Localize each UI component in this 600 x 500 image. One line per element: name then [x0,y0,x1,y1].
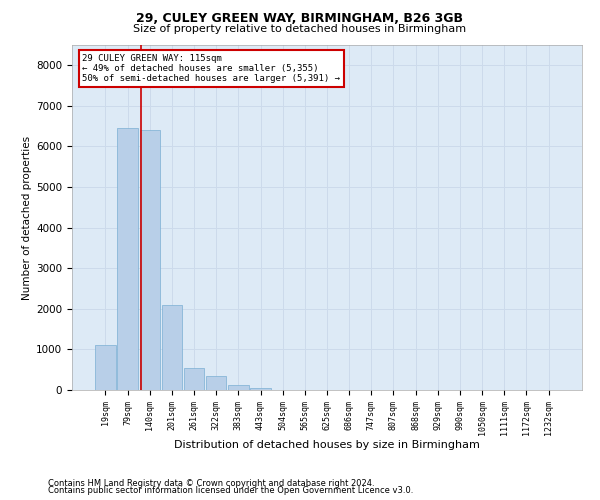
Bar [161,305,182,390]
Bar [140,130,160,390]
X-axis label: Distribution of detached houses by size in Birmingham: Distribution of detached houses by size … [174,440,480,450]
Y-axis label: Number of detached properties: Number of detached properties [22,136,32,300]
Text: Contains public sector information licensed under the Open Government Licence v3: Contains public sector information licen… [48,486,413,495]
Bar [95,346,116,390]
Bar [206,376,226,390]
Text: 29 CULEY GREEN WAY: 115sqm
← 49% of detached houses are smaller (5,355)
50% of s: 29 CULEY GREEN WAY: 115sqm ← 49% of deta… [82,54,340,84]
Bar [118,128,138,390]
Bar [228,384,248,390]
Bar [184,368,204,390]
Text: Size of property relative to detached houses in Birmingham: Size of property relative to detached ho… [133,24,467,34]
Text: Contains HM Land Registry data © Crown copyright and database right 2024.: Contains HM Land Registry data © Crown c… [48,478,374,488]
Text: 29, CULEY GREEN WAY, BIRMINGHAM, B26 3GB: 29, CULEY GREEN WAY, BIRMINGHAM, B26 3GB [137,12,464,26]
Bar [250,388,271,390]
